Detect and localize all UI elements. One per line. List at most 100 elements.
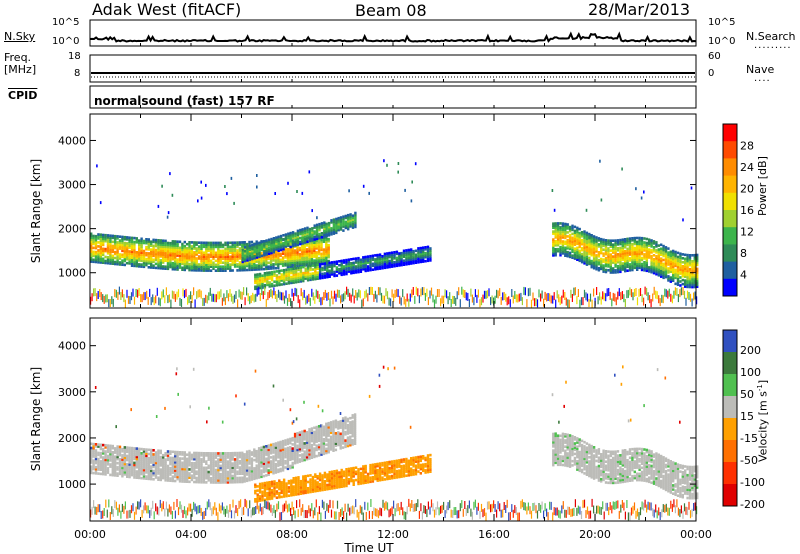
power-cell [657, 266, 660, 269]
power-cell [174, 246, 177, 249]
power-cell [287, 270, 291, 273]
power-cell [573, 253, 577, 256]
power-noise-cell [647, 292, 649, 301]
power-cell [650, 266, 653, 270]
power-cell [323, 227, 326, 230]
power-cell [301, 238, 304, 241]
power-cell [621, 248, 624, 251]
power-cell [595, 244, 598, 247]
power-cell [275, 238, 278, 241]
power-cell [109, 262, 112, 265]
velocity-cell [157, 478, 160, 481]
velocity-cell [126, 471, 129, 474]
freq-tick-top: 18 [68, 51, 81, 62]
power-cell [576, 246, 579, 250]
power-cell [338, 271, 341, 275]
velocity-cell [188, 451, 191, 455]
power-noise-cell [167, 295, 169, 304]
power-cell [576, 234, 579, 238]
power-cell [190, 253, 194, 256]
power-cell [580, 252, 584, 256]
power-cell [638, 250, 641, 254]
velocity-cell [128, 459, 131, 462]
velocity-cell [329, 443, 333, 447]
velocity-cell [231, 458, 234, 461]
power-cell [272, 243, 276, 246]
velocity-cell [281, 464, 285, 468]
power-cell [638, 256, 641, 260]
power-cell [303, 241, 307, 244]
velocity-cell [274, 454, 278, 458]
velocity-cell [317, 437, 321, 440]
power-cell [277, 252, 280, 256]
velocity-cell [298, 443, 302, 447]
velocity-cell [128, 467, 131, 470]
power-cell [322, 248, 326, 251]
power-noise-cell [205, 294, 207, 303]
power-cell [561, 240, 565, 243]
power-cell [347, 223, 350, 227]
power-cell [289, 265, 292, 269]
velocity-cell [138, 474, 141, 478]
power-cell [669, 260, 672, 263]
power-cell [224, 263, 227, 266]
power-cell [590, 234, 593, 237]
power-cell [657, 244, 660, 247]
power-noise-cell [441, 295, 443, 304]
power-cell [650, 265, 653, 268]
power-cell [308, 245, 311, 249]
power-cell [306, 273, 310, 276]
power-cell [337, 216, 340, 220]
power-cell [169, 243, 172, 247]
power-cell [226, 261, 230, 264]
power-cell [102, 253, 105, 257]
velocity-cell [171, 477, 174, 481]
velocity-cell [186, 459, 189, 463]
power-cell [349, 223, 352, 226]
power-scatter-cell [621, 167, 623, 171]
power-cell [351, 226, 355, 229]
power-cell [317, 244, 321, 248]
velocity-cell [325, 431, 328, 434]
power-cell [681, 274, 684, 278]
velocity-cell [207, 466, 210, 470]
velocity-cell [174, 469, 177, 472]
velocity-cell [111, 467, 114, 471]
power-cell [645, 247, 648, 251]
power-cell [193, 255, 196, 258]
power-cell [162, 239, 165, 242]
velocity-cell [135, 461, 138, 465]
velocity-cell [329, 446, 333, 449]
power-cell [648, 238, 651, 241]
power-cell [628, 251, 632, 254]
power-cell [152, 260, 155, 263]
power-cell [310, 251, 314, 255]
velocity-cell [224, 454, 227, 457]
power-cell [556, 226, 560, 229]
velocity-cell [286, 446, 290, 450]
power-cell [150, 266, 153, 269]
velocity-cell [126, 465, 129, 468]
power-cell [205, 269, 208, 272]
power-cell [626, 253, 629, 257]
velocity-cell [274, 465, 278, 468]
power-cell [314, 267, 317, 271]
power-scatter-cell [99, 201, 102, 205]
power-cell [238, 241, 242, 244]
velocity-cell [327, 448, 330, 452]
power-cell [314, 271, 317, 275]
power-cell [260, 260, 263, 263]
power-cell [393, 257, 396, 260]
power-cell [609, 259, 612, 262]
power-scatter-cell [599, 159, 601, 163]
power-cell [602, 260, 605, 263]
power-cell [696, 263, 699, 267]
velocity-cell [245, 452, 249, 456]
power-cell [90, 258, 93, 261]
power-cell [315, 243, 318, 246]
velocity-cell [202, 474, 206, 478]
power-cell [624, 251, 627, 255]
power-cell [679, 260, 682, 263]
velocity-cell [209, 462, 213, 465]
power-noise-cell [473, 297, 475, 306]
